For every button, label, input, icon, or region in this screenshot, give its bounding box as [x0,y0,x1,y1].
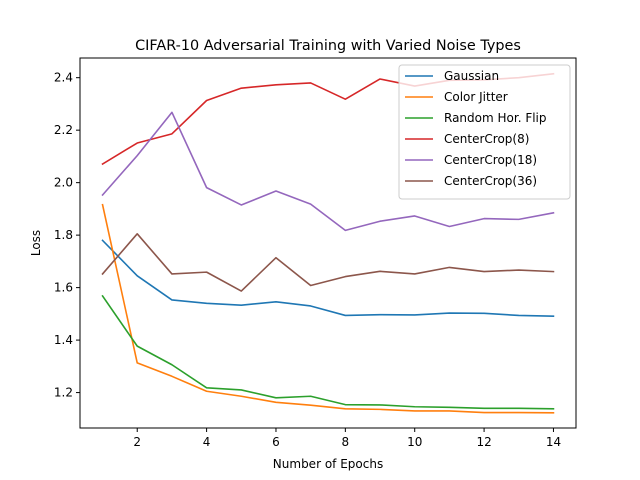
legend-label-1: Color Jitter [444,90,508,104]
x-axis-label: Number of Epochs [273,457,383,471]
legend-label-2: Random Hor. Flip [444,111,547,125]
x-tick-label: 14 [546,435,561,449]
series-line-0 [101,239,555,318]
legend-box [398,64,571,200]
y-tick-label: 1.8 [54,228,73,242]
chart-title: CIFAR-10 Adversarial Training with Varie… [135,38,521,54]
series-line-2 [101,294,555,410]
y-tick-label: 1.4 [54,333,73,347]
y-tick-label: 1.2 [54,386,73,400]
y-axis: 1.2 1.4 1.6 1.8 2.0 2.2 2.4 [54,71,80,400]
y-axis-label: Loss [29,230,43,256]
x-tick-label: 12 [476,435,491,449]
x-tick-label: 2 [133,435,141,449]
legend-label-4: CenterCrop(18) [444,153,537,167]
legend-label-3: CenterCrop(8) [444,132,529,146]
series-line-5 [101,233,555,292]
legend-label-0: Gaussian [444,69,499,83]
y-tick-label: 1.6 [54,281,73,295]
x-tick-label: 8 [342,435,350,449]
x-axis: 2 4 6 8 10 12 14 [133,428,561,449]
x-tick-label: 10 [407,435,422,449]
x-tick-label: 6 [272,435,280,449]
legend-label-5: CenterCrop(36) [444,174,537,188]
y-tick-label: 2.2 [54,123,73,137]
y-tick-label: 2.0 [54,176,73,190]
series-line-1 [101,203,555,414]
y-tick-label: 2.4 [54,71,73,85]
plot-area-frame [79,57,577,429]
series-line-4 [101,111,555,232]
legend: Gaussian Color Jitter Random Hor. Flip Cent… [398,64,571,200]
x-tick-label: 4 [203,435,211,449]
plot-lines [101,72,555,414]
